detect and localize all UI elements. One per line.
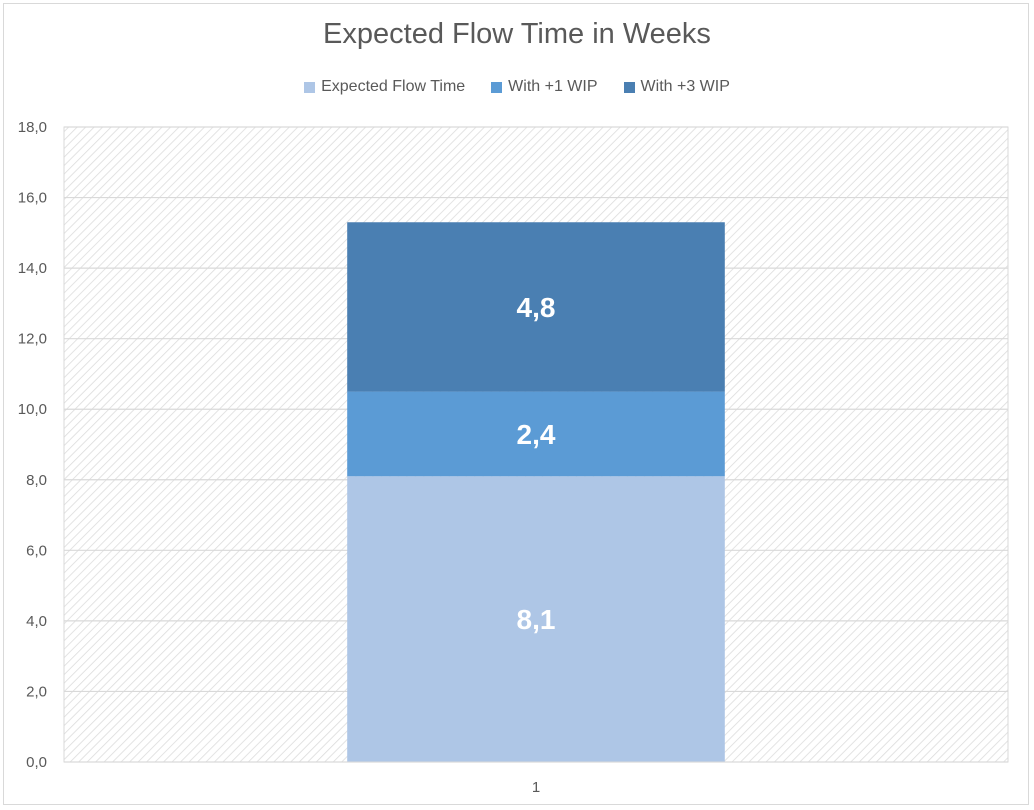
y-tick-label: 18,0 [18,119,47,136]
y-tick-label: 16,0 [18,190,47,207]
legend-item-with-plus-1-wip: With +1 WIP [491,78,598,96]
legend-item-with-plus-3-wip: With +3 WIP [623,78,730,96]
y-tick-label: 4,0 [26,613,47,630]
y-tick-label: 0,0 [26,754,47,771]
plot-border [63,126,1009,763]
bars: 8,1 2,4 4,8 [347,222,725,762]
y-tick-label: 2,0 [26,683,47,700]
y-tick-label: 10,0 [18,401,47,418]
y-tick-label: 12,0 [18,331,47,348]
legend-label-with-plus-3-wip: With +3 WIP [640,78,730,95]
y-tick-label: 14,0 [18,260,47,277]
y-tick-label: 8,0 [26,472,47,489]
legend-label-expected-flow-time: Expected Flow Time [321,78,466,95]
bar-segment-expected-flow-time [347,476,725,762]
legend-swatch-with-plus-1-wip [491,81,503,93]
bar-segment-with-1-wip [347,391,725,477]
legend-label-with-plus-1-wip: With +1 WIP [508,78,598,95]
bar-segment-with-3-wip [347,222,725,392]
legend-swatch-expected-flow-time [304,81,316,93]
x-tick-label: 1 [532,779,540,796]
legend: Expected Flow Time With +1 WIP With +3 W… [0,78,1034,96]
y-tick-label: 6,0 [26,542,47,559]
data-label: 8,1 [517,604,556,635]
chart-title: Expected Flow Time in Weeks [323,18,711,50]
y-axis: 0,0 2,0 4,0 6,0 8,0 10,0 12,0 14,0 16,0 18,0 [18,119,47,771]
x-axis: 1 [532,779,540,796]
data-label: 2,4 [517,419,556,450]
data-label: 4,8 [517,292,556,323]
legend-item-expected-flow-time: Expected Flow Time [304,78,465,96]
legend-swatch-with-plus-3-wip [623,81,635,93]
